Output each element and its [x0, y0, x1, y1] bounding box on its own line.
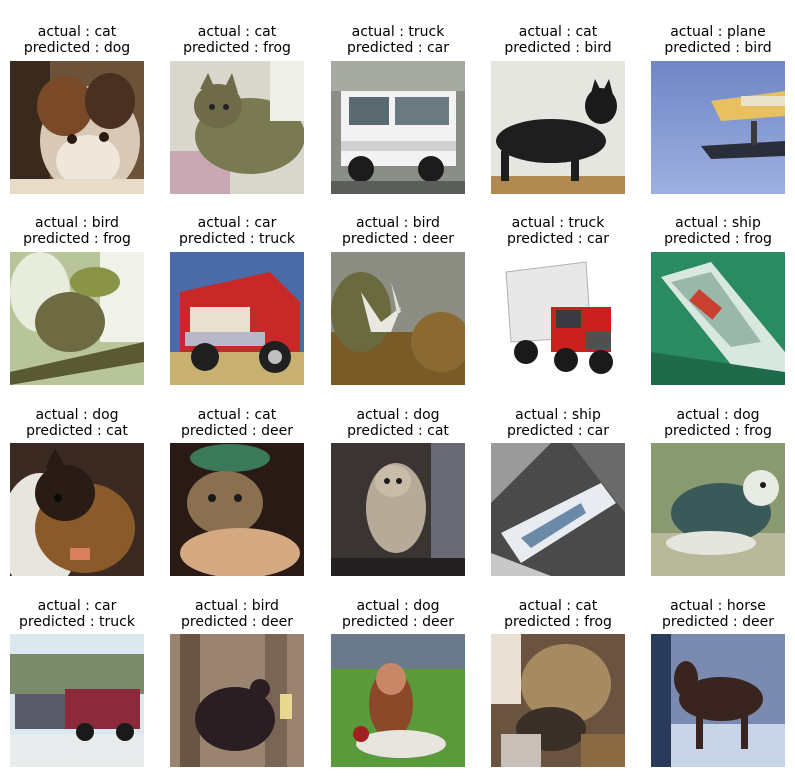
actual-label: truck — [568, 215, 605, 231]
dog-photo — [331, 634, 465, 767]
panel-caption: actual : bird predicted : frog — [23, 215, 131, 247]
bird-photo — [170, 634, 304, 767]
predicted-label: frog — [263, 40, 291, 56]
panel-caption: actual : car predicted : truck — [19, 598, 135, 630]
panel-caption: actual : ship predicted : car — [506, 407, 610, 439]
predicted-label-text: predicted : — [23, 40, 104, 56]
predicted-label: truck — [259, 231, 295, 247]
dog-photo — [651, 443, 785, 576]
actual-label: ship — [571, 407, 601, 423]
actual-label: dog — [413, 407, 440, 423]
predicted-label: frog — [584, 614, 612, 630]
actual-label: dog — [733, 407, 760, 423]
dog-photo — [10, 443, 144, 576]
actual-label: horse — [726, 598, 766, 614]
predicted-label: deer — [742, 614, 774, 630]
panel-caption: actual : bird predicted : deer — [181, 598, 293, 630]
horse-photo — [651, 634, 785, 767]
actual-label: cat — [575, 24, 598, 40]
truck-photo — [331, 61, 465, 194]
actual-label: bird — [412, 215, 440, 231]
predicted-label: cat — [427, 423, 449, 439]
cat-photo — [170, 61, 304, 194]
dog-photo — [331, 443, 465, 576]
panel-caption: actual : ship predicted : frog — [664, 215, 772, 247]
ship-photo — [651, 252, 785, 385]
panel-caption: actual : dog predicted : cat — [26, 407, 128, 439]
panel-caption: actual : cat predicted : frog — [504, 598, 612, 630]
car-photo — [170, 252, 304, 385]
predicted-label: cat — [106, 423, 128, 439]
cat-photo — [491, 634, 625, 767]
panel-caption: actual : bird predicted : deer — [342, 215, 454, 247]
panel-caption: actual : plane predicted : bird — [664, 24, 772, 56]
panel-caption: actual : cat predicted : dog — [0, 24, 164, 56]
cat-photo — [10, 61, 144, 194]
predicted-label: dog — [103, 40, 131, 56]
actual-label: ship — [731, 215, 761, 231]
predicted-label: car — [426, 40, 450, 56]
actual-label: car — [94, 598, 117, 614]
panel-caption: actual : truck predicted : car — [506, 215, 610, 247]
predicted-label: bird — [744, 40, 772, 56]
actual-label: cat — [254, 24, 277, 40]
panel-caption: actual : dog predicted : frog — [664, 407, 772, 439]
predicted-label: frog — [744, 231, 772, 247]
cat-photo — [170, 443, 304, 576]
predicted-label: deer — [261, 614, 293, 630]
bird-photo — [10, 252, 144, 385]
panel-caption: actual : car predicted : truck — [179, 215, 295, 247]
predicted-label: deer — [422, 614, 454, 630]
actual-label: cat — [94, 24, 117, 40]
panel-caption: actual : truck predicted : car — [346, 24, 450, 56]
car-photo — [10, 634, 144, 767]
predicted-label: deer — [261, 423, 293, 439]
actual-label: plane — [726, 24, 766, 40]
actual-label: bird — [91, 215, 119, 231]
actual-label: cat — [575, 598, 598, 614]
actual-label: dog — [92, 407, 119, 423]
plane-photo — [651, 61, 785, 194]
panel-caption: actual : horse predicted : deer — [662, 598, 774, 630]
cat-photo — [491, 61, 625, 194]
panel-caption: actual : cat predicted : bird — [504, 24, 612, 56]
actual-label: bird — [251, 598, 279, 614]
predicted-label: frog — [744, 423, 772, 439]
predicted-label: car — [586, 423, 610, 439]
predicted-label: frog — [103, 231, 131, 247]
panel-caption: actual : cat predicted : deer — [181, 407, 293, 439]
actual-label: car — [254, 215, 277, 231]
actual-label: dog — [413, 598, 440, 614]
actual-label-text: actual : — [37, 24, 95, 40]
predicted-label: car — [586, 231, 610, 247]
actual-label: cat — [254, 407, 277, 423]
predicted-label: deer — [422, 231, 454, 247]
actual-label: truck — [408, 24, 445, 40]
panel-caption: actual : cat predicted : frog — [183, 24, 291, 56]
bird-photo — [331, 252, 465, 385]
ship-photo — [491, 443, 625, 576]
panel-caption: actual : dog predicted : deer — [342, 598, 454, 630]
panel-caption: actual : dog predicted : cat — [347, 407, 449, 439]
predicted-label: truck — [99, 614, 135, 630]
predicted-label: bird — [584, 40, 612, 56]
truck-photo — [491, 252, 625, 385]
